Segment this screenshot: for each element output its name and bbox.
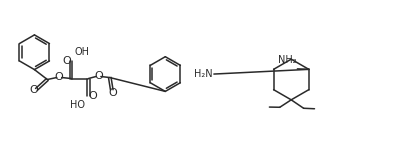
Text: HO: HO (70, 100, 85, 110)
Text: O: O (30, 85, 38, 95)
Text: O: O (88, 91, 97, 101)
Text: NH₂: NH₂ (278, 55, 296, 65)
Text: O: O (94, 71, 103, 81)
Text: O: O (108, 88, 117, 98)
Text: H₂N: H₂N (194, 69, 213, 79)
Text: O: O (55, 72, 64, 82)
Text: O: O (62, 56, 71, 66)
Text: OH: OH (74, 47, 90, 57)
